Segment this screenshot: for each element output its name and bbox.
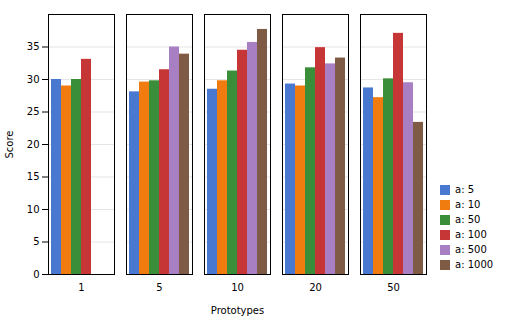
svg-text:50: 50 — [387, 282, 400, 293]
html-text:a: 500: a: 500 — [455, 244, 487, 255]
svg-text:20: 20 — [309, 282, 322, 293]
svg-text:Score: Score — [4, 130, 15, 158]
svg-text:Prototypes: Prototypes — [211, 305, 264, 316]
svg-text:10: 10 — [27, 204, 40, 215]
html-text:a: 100: a: 100 — [455, 229, 487, 240]
svg-text:5: 5 — [33, 236, 39, 247]
svg-text:15: 15 — [27, 171, 40, 182]
svg-text:10: 10 — [231, 282, 244, 293]
svg-text:25: 25 — [27, 106, 40, 117]
svg-text:30: 30 — [27, 74, 40, 85]
svg-text:0: 0 — [33, 269, 39, 280]
html-text:a: 50: a: 50 — [455, 214, 481, 225]
svg-text:5: 5 — [156, 282, 162, 293]
svg-text:1: 1 — [78, 282, 84, 293]
html-text:a: 10: a: 10 — [455, 199, 481, 210]
html-text:a: 5: a: 5 — [455, 184, 474, 195]
svg-text:20: 20 — [27, 139, 40, 150]
svg-text:35: 35 — [27, 41, 40, 52]
html-text:a: 1000: a: 1000 — [455, 259, 494, 270]
